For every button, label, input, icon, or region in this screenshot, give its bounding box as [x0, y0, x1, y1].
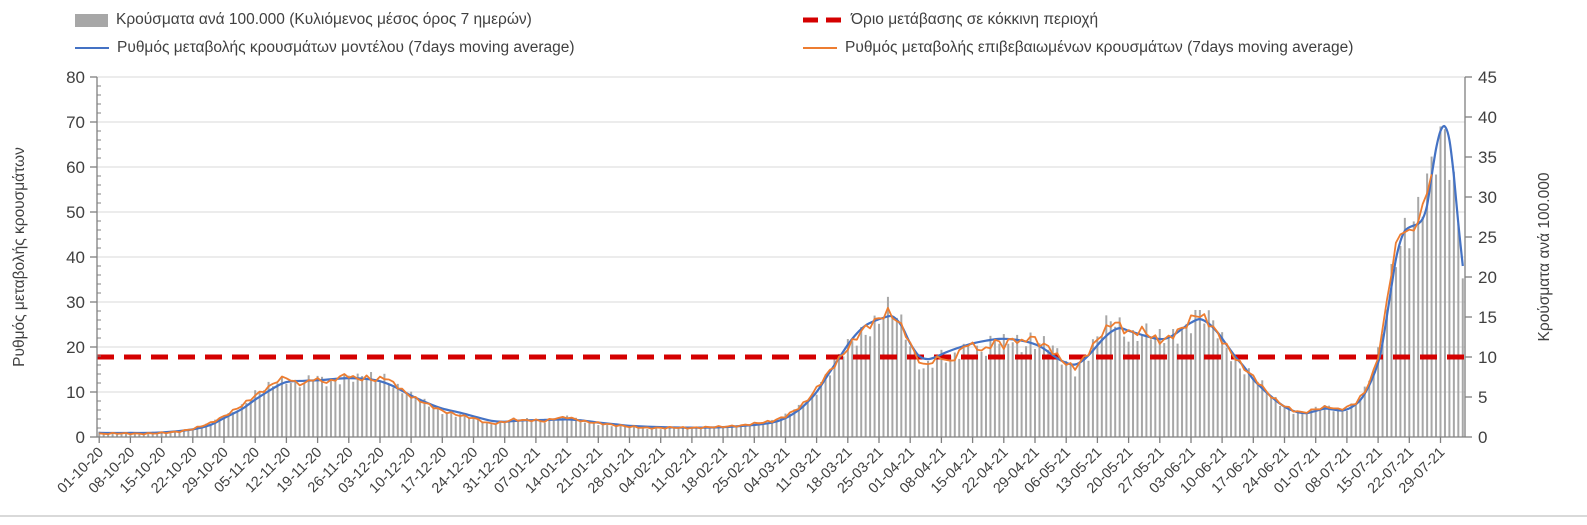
svg-text:0: 0: [1478, 428, 1487, 447]
svg-text:15: 15: [1478, 308, 1497, 327]
svg-text:5: 5: [1478, 388, 1487, 407]
svg-text:70: 70: [66, 113, 85, 132]
svg-text:30: 30: [66, 293, 85, 312]
legend-label-model: Ρυθμός μεταβολής κρουσμάτων μοντέλου (7d…: [117, 39, 575, 56]
bottom-separator: [0, 515, 1587, 517]
legend-label-threshold: Όριο μετάβασης σε κόκκινη περιοχή: [851, 11, 1099, 28]
legend-item-threshold: Όριο μετάβασης σε κόκκινη περιοχή: [803, 8, 1098, 32]
svg-text:35: 35: [1478, 148, 1497, 167]
svg-text:80: 80: [66, 68, 85, 87]
legend-label-confirmed: Ρυθμός μεταβολής επιβεβαιωμένων κρουσμάτ…: [845, 39, 1354, 56]
svg-text:40: 40: [1478, 108, 1497, 127]
threshold-dash-swatch: [803, 17, 843, 23]
legend-label-cases: Κρούσματα ανά 100.000 (Κυλιόμενος μέσος …: [116, 11, 532, 28]
svg-text:Κρούσματα ανά 100.000: Κρούσματα ανά 100.000: [1536, 172, 1553, 341]
model-line-swatch: [75, 47, 109, 49]
legend-item-confirmed-rate: Ρυθμός μεταβολής επιβεβαιωμένων κρουσμάτ…: [803, 36, 1353, 60]
svg-text:20: 20: [1478, 268, 1497, 287]
svg-text:45: 45: [1478, 68, 1497, 87]
svg-text:60: 60: [66, 158, 85, 177]
svg-text:50: 50: [66, 203, 85, 222]
svg-text:30: 30: [1478, 188, 1497, 207]
svg-text:10: 10: [1478, 348, 1497, 367]
svg-text:25: 25: [1478, 228, 1497, 247]
svg-text:20: 20: [66, 338, 85, 357]
svg-text:10: 10: [66, 383, 85, 402]
bar-series-swatch: [75, 13, 108, 27]
legend-item-cases-per-100k: Κρούσματα ανά 100.000 (Κυλιόμενος μέσος …: [75, 8, 532, 32]
svg-text:Ρυθμός μεταβολής κρουσμάτων: Ρυθμός μεταβολής κρουσμάτων: [11, 147, 28, 367]
svg-text:0: 0: [76, 428, 85, 447]
svg-text:40: 40: [66, 248, 85, 267]
confirmed-line-swatch: [803, 47, 837, 49]
legend-item-model-rate: Ρυθμός μεταβολής κρουσμάτων μοντέλου (7d…: [75, 36, 575, 60]
